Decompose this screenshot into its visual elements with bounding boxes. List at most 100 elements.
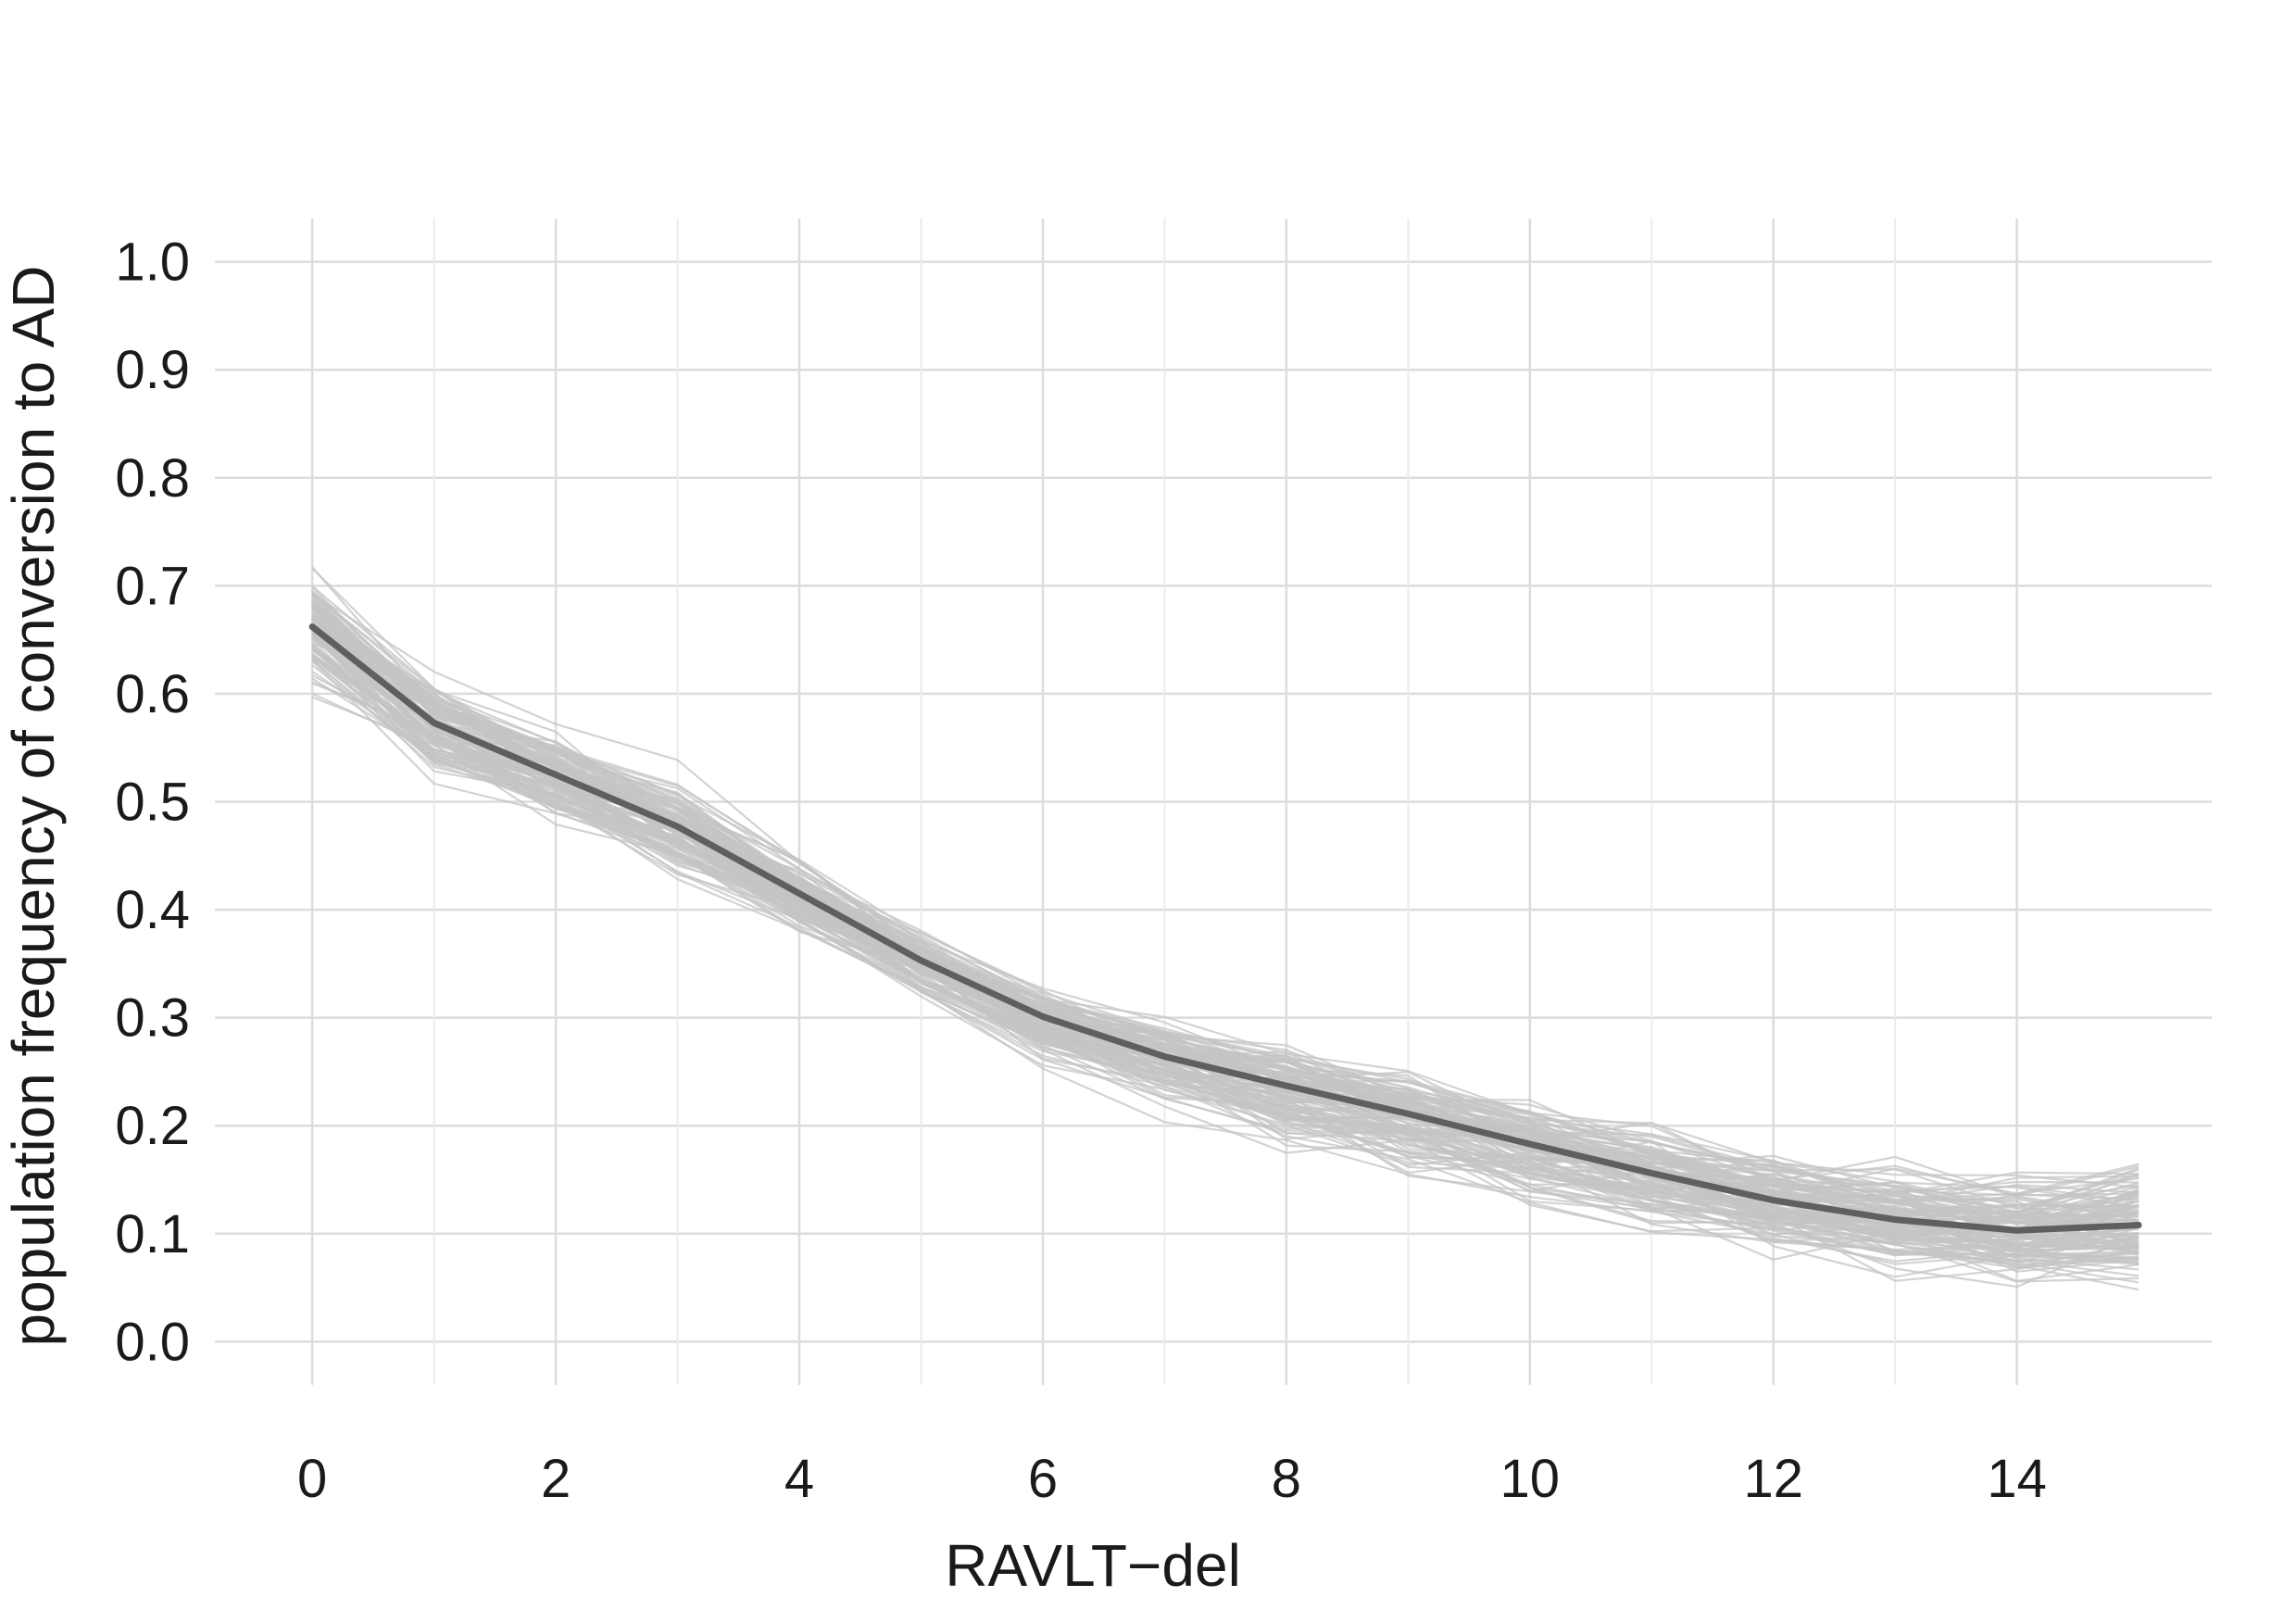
bootstrap-series-line [311, 648, 2139, 1252]
bootstrap-series-line [311, 597, 2139, 1215]
bootstrap-series-line [311, 655, 2139, 1258]
bootstrap-series-line [311, 634, 2139, 1239]
bootstrap-lines [311, 566, 2139, 1291]
bootstrap-series-line [311, 654, 2139, 1256]
bootstrap-series-line [311, 618, 2139, 1228]
bootstrap-series-line [311, 617, 2139, 1250]
bootstrap-series-line [311, 623, 2139, 1210]
bootstrap-series-line [311, 592, 2139, 1238]
y-axis-ticks: 0.0 0.1 0.2 0.3 0.4 0.5 0.6 0.7 0.8 0.9 1.0 [115, 233, 190, 1373]
bootstrap-series-line [311, 629, 2139, 1241]
bootstrap-series-line [311, 622, 2139, 1218]
x-tick-label: 0 [297, 1449, 327, 1509]
bootstrap-series-line [311, 624, 2139, 1224]
bootstrap-series-line [311, 612, 2139, 1251]
bootstrap-series-line [311, 619, 2139, 1256]
bootstrap-series-line [311, 616, 2139, 1238]
bootstrap-series-line [311, 615, 2139, 1240]
bootstrap-series-line [311, 592, 2139, 1212]
bootstrap-series-line [311, 611, 2139, 1237]
bootstrap-series-line [311, 600, 2139, 1201]
y-tick-label: 0.0 [115, 1312, 190, 1372]
bootstrap-series-line [311, 653, 2139, 1251]
bootstrap-series-line [311, 605, 2139, 1213]
bootstrap-series-line [311, 638, 2139, 1230]
y-tick-label: 0.6 [115, 664, 190, 724]
x-tick-label: 2 [541, 1449, 571, 1509]
x-tick-label: 14 [1987, 1449, 2047, 1509]
bootstrap-series-line [311, 632, 2139, 1247]
bootstrap-series-line [311, 613, 2139, 1234]
bootstrap-series-line [311, 633, 2139, 1269]
bootstrap-series-line [311, 612, 2139, 1254]
bootstrap-series-line [311, 658, 2139, 1251]
x-tick-label: 12 [1743, 1449, 1803, 1509]
y-tick-label: 0.4 [115, 880, 190, 940]
bootstrap-series-line [311, 620, 2139, 1230]
bootstrap-series-line [311, 632, 2139, 1264]
mean-series-line [308, 623, 2142, 1234]
bootstrap-series-line [311, 631, 2139, 1249]
bootstrap-series-line [311, 607, 2139, 1239]
bootstrap-series-line [311, 654, 2139, 1257]
bootstrap-series-line [311, 610, 2139, 1257]
bootstrap-series-line [311, 631, 2139, 1229]
bootstrap-series-line [311, 635, 2139, 1243]
bootstrap-series-line [311, 621, 2139, 1240]
y-tick-label: 0.5 [115, 773, 190, 833]
bootstrap-series-line [311, 593, 2139, 1234]
bootstrap-series-line [311, 608, 2139, 1246]
bootstrap-series-line [311, 591, 2139, 1204]
y-tick-label: 0.2 [115, 1096, 190, 1156]
bootstrap-series-line [311, 622, 2139, 1249]
mean-line-group [308, 623, 2142, 1234]
bootstrap-series-line [311, 642, 2139, 1252]
bootstrap-series-line [311, 604, 2139, 1242]
bootstrap-series-line [311, 592, 2139, 1214]
bootstrap-series-line [311, 608, 2139, 1221]
bootstrap-series-line [311, 692, 2139, 1289]
y-axis-title: population frequency of conversion to AD [0, 266, 67, 1347]
bootstrap-series-line [311, 615, 2139, 1245]
bootstrap-series-line [311, 628, 2139, 1244]
bootstrap-series-line [311, 619, 2139, 1220]
y-tick-label: 1.0 [115, 233, 190, 293]
bootstrap-series-line [311, 614, 2139, 1219]
y-tick-label: 0.1 [115, 1204, 190, 1264]
x-tick-label: 10 [1500, 1449, 1561, 1509]
bootstrap-series-line [311, 611, 2139, 1226]
bootstrap-series-line [311, 618, 2139, 1244]
bootstrap-series-line [311, 618, 2139, 1214]
bootstrap-series-line [311, 606, 2139, 1237]
bootstrap-series-line [311, 647, 2139, 1253]
y-tick-label: 0.9 [115, 340, 190, 400]
x-axis-ticks: 0 2 4 6 8 10 12 14 [297, 1449, 2047, 1509]
bootstrap-series-line [311, 601, 2139, 1234]
bootstrap-series-line [311, 633, 2139, 1263]
bootstrap-series-line [311, 625, 2139, 1244]
bootstrap-series-line [311, 632, 2139, 1223]
y-tick-label: 0.8 [115, 448, 190, 509]
x-tick-label: 4 [784, 1449, 814, 1509]
bootstrap-series-line [311, 604, 2139, 1213]
y-tick-label: 0.7 [115, 556, 190, 616]
bootstrap-series-line [311, 646, 2139, 1253]
bootstrap-series-line [311, 652, 2139, 1249]
bootstrap-series-line [311, 606, 2139, 1230]
bootstrap-series-line [311, 616, 2139, 1251]
bootstrap-series-line [311, 644, 2139, 1260]
bootstrap-series-line [311, 615, 2139, 1257]
x-axis-title: RAVLT−del [945, 1532, 1241, 1599]
bootstrap-series-line [311, 599, 2139, 1213]
bootstrap-series-line [311, 634, 2139, 1235]
bootstrap-series-line [311, 600, 2139, 1251]
bootstrap-series-line [311, 646, 2139, 1273]
x-tick-label: 8 [1272, 1449, 1301, 1509]
bootstrap-series-line [311, 631, 2139, 1255]
y-tick-label: 0.3 [115, 988, 190, 1049]
bootstrap-series-line [311, 631, 2139, 1249]
bootstrap-series-line [311, 649, 2139, 1249]
bootstrap-series-line [311, 625, 2139, 1225]
